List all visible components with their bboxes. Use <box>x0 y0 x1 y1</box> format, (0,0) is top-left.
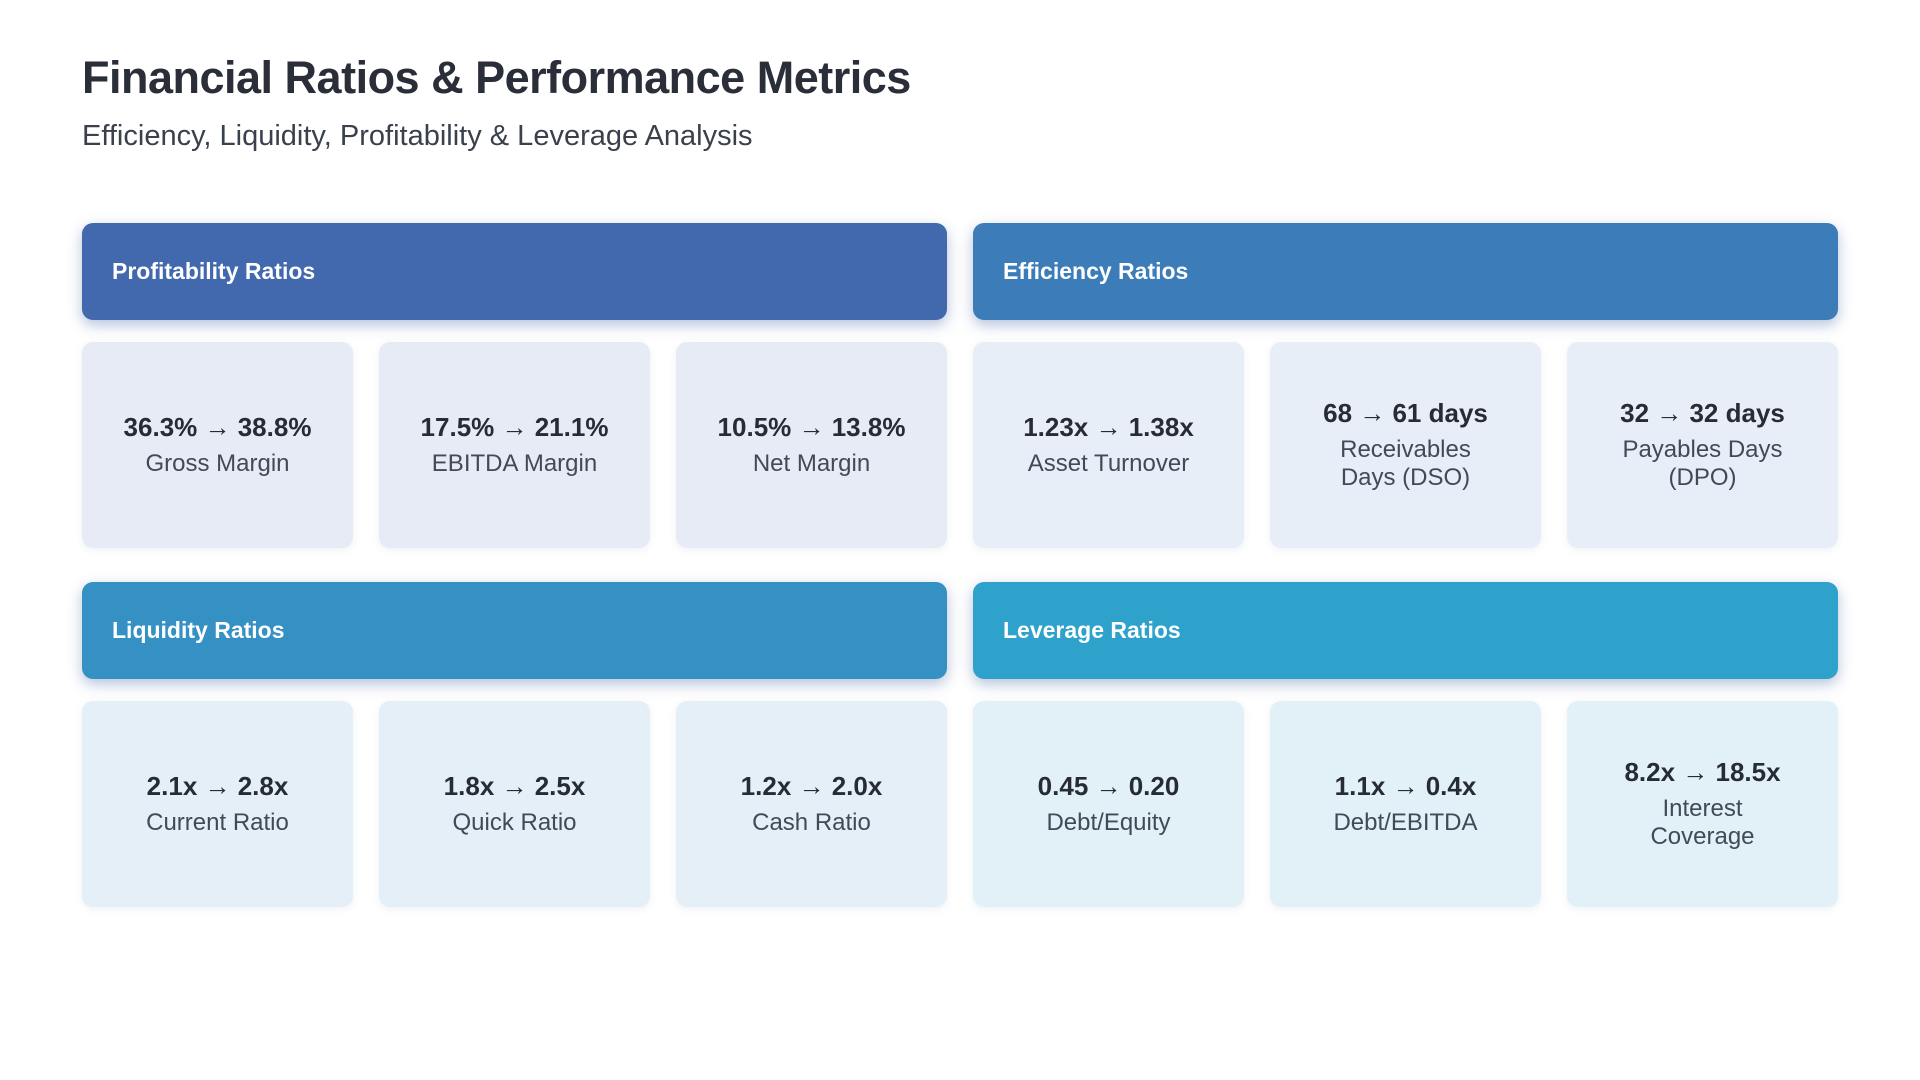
metric-card: 1.23x → 1.38x Asset Turnover <box>973 342 1244 548</box>
section-cards: 36.3% → 38.8% Gross Margin 17.5% → 21.1%… <box>82 342 947 548</box>
section-cards: 0.45 → 0.20 Debt/Equity 1.1x → 0.4x Debt… <box>973 701 1838 907</box>
metric-card: 10.5% → 13.8% Net Margin <box>676 342 947 548</box>
metric-card: 2.1x → 2.8x Current Ratio <box>82 701 353 907</box>
metric-label: Current Ratio <box>146 808 289 836</box>
section-cards: 1.23x → 1.38x Asset Turnover 68 → 61 day… <box>973 342 1838 548</box>
section-header-liquidity: Liquidity Ratios <box>82 582 947 679</box>
metric-label: Asset Turnover <box>1027 449 1190 477</box>
metric-value: 2.1x → 2.8x <box>146 770 289 801</box>
metric-label: Receivables Days (DSO) <box>1340 435 1471 491</box>
section-cards: 2.1x → 2.8x Current Ratio 1.8x → 2.5x Qu… <box>82 701 947 907</box>
section-header-leverage: Leverage Ratios <box>973 582 1838 679</box>
metric-label: Quick Ratio <box>452 808 577 836</box>
metric-label: Interest Coverage <box>1650 794 1755 850</box>
metric-value: 32 → 32 days <box>1620 397 1785 428</box>
metric-card: 32 → 32 days Payables Days (DPO) <box>1567 342 1838 548</box>
page-subtitle: Efficiency, Liquidity, Profitability & L… <box>82 120 753 152</box>
section-profitability: Profitability Ratios 36.3% → 38.8% Gross… <box>82 223 947 548</box>
metric-card: 17.5% → 21.1% EBITDA Margin <box>379 342 650 548</box>
metric-label: Debt/EBITDA <box>1333 808 1478 836</box>
metric-card: 1.1x → 0.4x Debt/EBITDA <box>1270 701 1541 907</box>
metric-card: 8.2x → 18.5x Interest Coverage <box>1567 701 1838 907</box>
metric-label: Gross Margin <box>145 449 290 477</box>
metric-value: 1.2x → 2.0x <box>740 770 883 801</box>
metric-value: 68 → 61 days <box>1323 397 1488 428</box>
metric-card: 1.2x → 2.0x Cash Ratio <box>676 701 947 907</box>
metric-label: EBITDA Margin <box>431 449 598 477</box>
metric-value: 36.3% → 38.8% <box>123 411 312 442</box>
section-leverage: Leverage Ratios 0.45 → 0.20 Debt/Equity … <box>973 582 1838 907</box>
section-efficiency: Efficiency Ratios 1.23x → 1.38x Asset Tu… <box>973 223 1838 548</box>
section-header-profitability: Profitability Ratios <box>82 223 947 320</box>
page-title: Financial Ratios & Performance Metrics <box>82 52 911 103</box>
section-title: Liquidity Ratios <box>112 617 285 643</box>
section-title: Efficiency Ratios <box>1003 258 1189 284</box>
metric-card: 0.45 → 0.20 Debt/Equity <box>973 701 1244 907</box>
section-header-efficiency: Efficiency Ratios <box>973 223 1838 320</box>
metric-card: 68 → 61 days Receivables Days (DSO) <box>1270 342 1541 548</box>
metric-value: 17.5% → 21.1% <box>420 411 609 442</box>
metric-label: Debt/Equity <box>1046 808 1171 836</box>
metric-card: 1.8x → 2.5x Quick Ratio <box>379 701 650 907</box>
metric-value: 1.8x → 2.5x <box>443 770 586 801</box>
metric-value: 0.45 → 0.20 <box>1037 770 1180 801</box>
metric-label: Payables Days (DPO) <box>1622 435 1783 491</box>
section-title: Leverage Ratios <box>1003 617 1181 643</box>
metric-value: 8.2x → 18.5x <box>1624 756 1781 787</box>
section-title: Profitability Ratios <box>112 258 316 284</box>
metric-value: 1.23x → 1.38x <box>1023 411 1194 442</box>
sections-grid: Profitability Ratios 36.3% → 38.8% Gross… <box>82 223 1838 907</box>
metric-value: 1.1x → 0.4x <box>1334 770 1477 801</box>
section-liquidity: Liquidity Ratios 2.1x → 2.8x Current Rat… <box>82 582 947 907</box>
metric-card: 36.3% → 38.8% Gross Margin <box>82 342 353 548</box>
metric-value: 10.5% → 13.8% <box>717 411 906 442</box>
metric-label: Cash Ratio <box>752 808 871 836</box>
metric-label: Net Margin <box>752 449 871 477</box>
